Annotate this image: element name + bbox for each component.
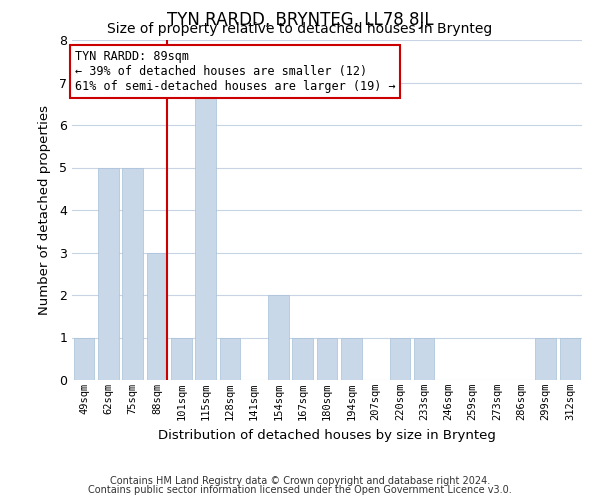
Text: Size of property relative to detached houses in Brynteg: Size of property relative to detached ho… <box>107 22 493 36</box>
Bar <box>268 295 289 380</box>
Bar <box>292 338 313 380</box>
Bar <box>74 338 94 380</box>
Text: Contains HM Land Registry data © Crown copyright and database right 2024.: Contains HM Land Registry data © Crown c… <box>110 476 490 486</box>
Bar <box>341 338 362 380</box>
Bar <box>389 338 410 380</box>
Bar <box>560 338 580 380</box>
Bar <box>220 338 240 380</box>
Bar <box>414 338 434 380</box>
X-axis label: Distribution of detached houses by size in Brynteg: Distribution of detached houses by size … <box>158 428 496 442</box>
Bar <box>122 168 143 380</box>
Y-axis label: Number of detached properties: Number of detached properties <box>38 105 51 315</box>
Bar <box>171 338 191 380</box>
Bar <box>98 168 119 380</box>
Text: Contains public sector information licensed under the Open Government Licence v3: Contains public sector information licen… <box>88 485 512 495</box>
Bar <box>195 82 216 380</box>
Bar <box>317 338 337 380</box>
Bar <box>146 252 167 380</box>
Bar <box>535 338 556 380</box>
Text: TYN RARDD, BRYNTEG, LL78 8JL: TYN RARDD, BRYNTEG, LL78 8JL <box>167 11 433 29</box>
Text: TYN RARDD: 89sqm
← 39% of detached houses are smaller (12)
61% of semi-detached : TYN RARDD: 89sqm ← 39% of detached house… <box>74 50 395 93</box>
